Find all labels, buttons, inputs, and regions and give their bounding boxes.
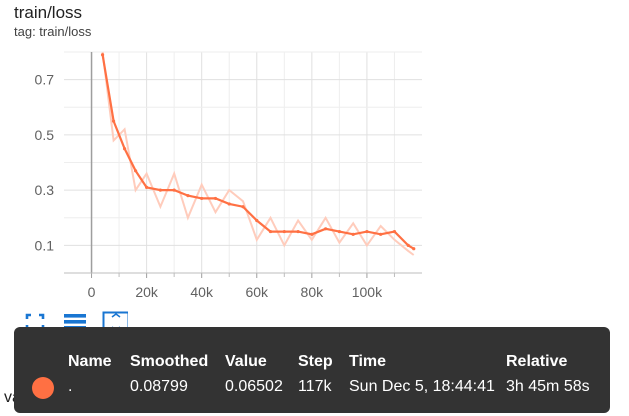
smoothed-loss-point: [351, 232, 355, 236]
row-name: .: [68, 378, 73, 395]
smoothed-loss-point: [379, 232, 383, 236]
data-tooltip: Name Smoothed Value Step Time Relative .…: [14, 327, 610, 413]
smoothed-loss-point: [296, 229, 300, 234]
row-value: 0.06502: [225, 378, 283, 395]
smoothed-loss-point: [392, 229, 397, 234]
raw-loss-series-line: [101, 51, 415, 256]
run-color-swatch: [32, 377, 54, 399]
x-tick-label: 40k: [190, 284, 214, 300]
smoothed-loss-point: [213, 196, 218, 201]
row-smoothed: 0.08799: [130, 378, 188, 395]
header-name: Name: [68, 353, 112, 370]
smoothed-loss-point: [158, 188, 162, 192]
smoothed-loss-point: [282, 229, 286, 234]
row-step: 117k: [298, 378, 332, 395]
y-tick-label: 0.7: [35, 72, 55, 88]
y-tick-label: 0.3: [35, 182, 55, 198]
x-tick-label: 100k: [352, 284, 383, 300]
smoothed-loss-point: [122, 147, 127, 151]
smoothed-loss-point: [324, 227, 328, 231]
x-tick-label: 20k: [135, 284, 159, 300]
x-tick-label: 0: [88, 284, 96, 300]
smoothed-loss-point: [406, 243, 410, 247]
y-tick-label: 0.1: [35, 237, 55, 253]
header-value: Value: [225, 353, 267, 370]
smoothed-loss-point: [337, 229, 341, 234]
y-tick-label: 0.5: [35, 127, 55, 143]
row-relative: 3h 45m 58s: [506, 378, 590, 395]
smoothed-loss-point: [365, 229, 369, 234]
chart-title: train/loss: [14, 3, 83, 22]
smoothed-loss-point: [241, 205, 245, 209]
x-tick-label: 80k: [301, 284, 325, 300]
header-step: Step: [298, 353, 333, 370]
smoothed-loss-point: [310, 232, 314, 236]
fullscreen-icon: [25, 313, 45, 331]
smoothed-loss-point: [412, 247, 416, 251]
smoothed-loss-point: [255, 218, 259, 223]
smoothed-loss-point: [200, 196, 204, 201]
header-time: Time: [349, 353, 387, 370]
smoothed-loss-point: [227, 202, 231, 206]
fullscreen-button[interactable]: [22, 310, 48, 334]
smoothed-loss-point: [100, 53, 105, 57]
smoothed-loss-point: [134, 169, 138, 173]
smoothed-loss-point: [186, 194, 190, 198]
x-tick-label: 60k: [245, 284, 269, 300]
smoothed-loss-point: [172, 188, 176, 192]
loss-chart[interactable]: 0 20k 40k 60k 80k 100k 0.1 0.3 0.5 0.7: [0, 40, 629, 305]
header-relative: Relative: [506, 353, 568, 370]
chart-tag: tag: train/loss: [14, 24, 92, 39]
smoothed-loss-point: [145, 185, 149, 189]
row-time: Sun Dec 5, 18:44:41: [349, 378, 495, 395]
smoothed-loss-point: [111, 119, 116, 123]
header-smoothed: Smoothed: [130, 353, 209, 370]
smoothed-loss-point: [268, 229, 273, 234]
